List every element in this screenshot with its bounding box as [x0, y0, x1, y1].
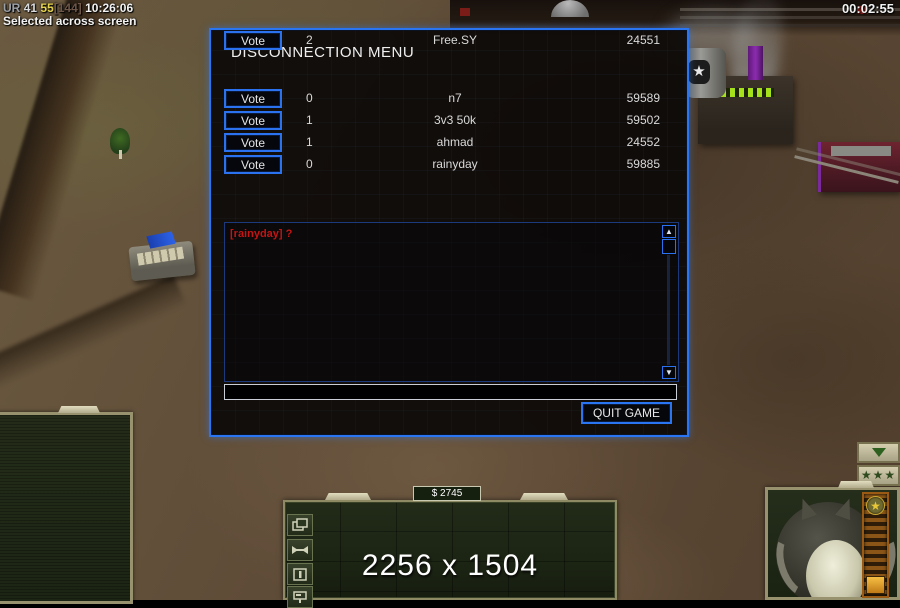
resolution-overlay: 2256 x 1504 — [361, 549, 539, 582]
timeout-value: 24552 — [626, 135, 660, 149]
timeout-value: 24551 — [626, 33, 660, 47]
three-stars-icon: ★★★ — [860, 468, 897, 482]
red-light — [858, 6, 868, 14]
player-name: 3v3 50k — [433, 113, 477, 127]
emblem-spike — [835, 495, 857, 521]
vote-button[interactable]: Vote — [224, 31, 282, 50]
rank-star-icon: ★ — [866, 496, 885, 515]
chat-message: [rainyday] ? — [230, 228, 293, 240]
table-row: Vote 2 Free.SY 24551 — [222, 30, 678, 52]
experience-gauge: ★ — [862, 492, 889, 598]
repair-button[interactable] — [287, 539, 313, 561]
bridge-rails — [680, 8, 900, 11]
player-name: rainyday — [432, 157, 478, 171]
debug-value-2: 55 — [40, 1, 54, 15]
scrollbar-thumb[interactable] — [662, 239, 676, 254]
debug-clock: 10:26:06 — [85, 1, 134, 15]
debug-bracket-value: [144] — [53, 1, 82, 15]
sell-button[interactable] — [287, 586, 313, 608]
timeout-value: 59885 — [626, 157, 660, 171]
command-bar — [283, 500, 617, 600]
smokestack — [748, 46, 763, 80]
pause-button[interactable] — [287, 563, 313, 585]
options-button[interactable] — [287, 514, 313, 536]
chat-scrollbar: ▲ ▼ — [662, 225, 676, 379]
player-name: ahmad — [436, 135, 474, 149]
sell-sign-icon — [292, 590, 308, 604]
vote-count: 2 — [306, 33, 313, 47]
player-name: n7 — [448, 91, 462, 105]
debug-value-1: 41 — [23, 1, 38, 15]
status-text: Selected across screen — [3, 14, 137, 28]
vote-button[interactable]: Vote — [224, 133, 282, 152]
scroll-up-icon[interactable]: ▲ — [662, 225, 676, 238]
pause-icon — [293, 567, 307, 581]
gauge-fill — [866, 576, 885, 594]
supply-crates — [136, 246, 185, 266]
vote-count: 1 — [306, 135, 313, 149]
quit-game-button[interactable]: QUIT GAME — [581, 402, 672, 424]
building-roof — [831, 146, 891, 156]
money-display: $ 2745 — [413, 486, 481, 501]
scrollbar-track[interactable] — [667, 255, 670, 365]
vote-button[interactable]: Vote — [224, 155, 282, 174]
vote-button[interactable]: Vote — [224, 89, 282, 108]
table-row: Vote 1 ahmad 24552 — [222, 132, 678, 154]
debug-readout: UR 41 55[144] 10:26:06 — [3, 1, 133, 15]
tree — [110, 128, 130, 159]
power-plant-lights — [712, 88, 774, 97]
debug-label: UR — [3, 1, 21, 15]
chevron-down-icon — [871, 448, 886, 457]
player-name: Free.SY — [432, 33, 477, 47]
command-bar-tab-right — [520, 493, 568, 500]
star-emblem-icon: ★ — [688, 60, 710, 84]
table-row: Vote 1 3v3 50k 59502 — [222, 110, 678, 132]
chat-history: [rainyday] ? ▲ ▼ — [224, 222, 679, 382]
rank-collapse-button[interactable] — [857, 442, 900, 463]
emblem-center — [806, 540, 866, 597]
general-rank-button[interactable]: ★★★ — [857, 465, 900, 486]
timeout-value: 59589 — [626, 91, 660, 105]
radar-panel-tab — [58, 406, 100, 413]
supply-structure[interactable] — [128, 240, 196, 282]
vote-count: 0 — [306, 157, 313, 171]
radar-panel[interactable] — [0, 412, 133, 604]
vote-count: 1 — [306, 113, 313, 127]
general-panel-tab — [838, 481, 874, 488]
chat-input[interactable] — [224, 384, 677, 400]
timeout-value: 59502 — [626, 113, 660, 127]
table-row: Vote 0 rainyday 59885 — [222, 154, 678, 176]
wrench-icon — [291, 544, 309, 556]
emblem-spike — [795, 495, 817, 521]
scroll-down-icon[interactable]: ▼ — [662, 366, 676, 379]
vote-button[interactable]: Vote — [224, 111, 282, 130]
vote-count: 0 — [306, 91, 313, 105]
disconnection-dialog: DISCONNECTION MENU Vote 0 n7 59589 Vote … — [209, 28, 689, 437]
windows-icon — [292, 518, 308, 532]
command-bar-tab-left — [325, 493, 371, 500]
game-timer: 00:02:55 — [841, 1, 894, 16]
dome-structure — [551, 0, 589, 17]
table-row: Vote 0 n7 59589 — [222, 88, 678, 110]
